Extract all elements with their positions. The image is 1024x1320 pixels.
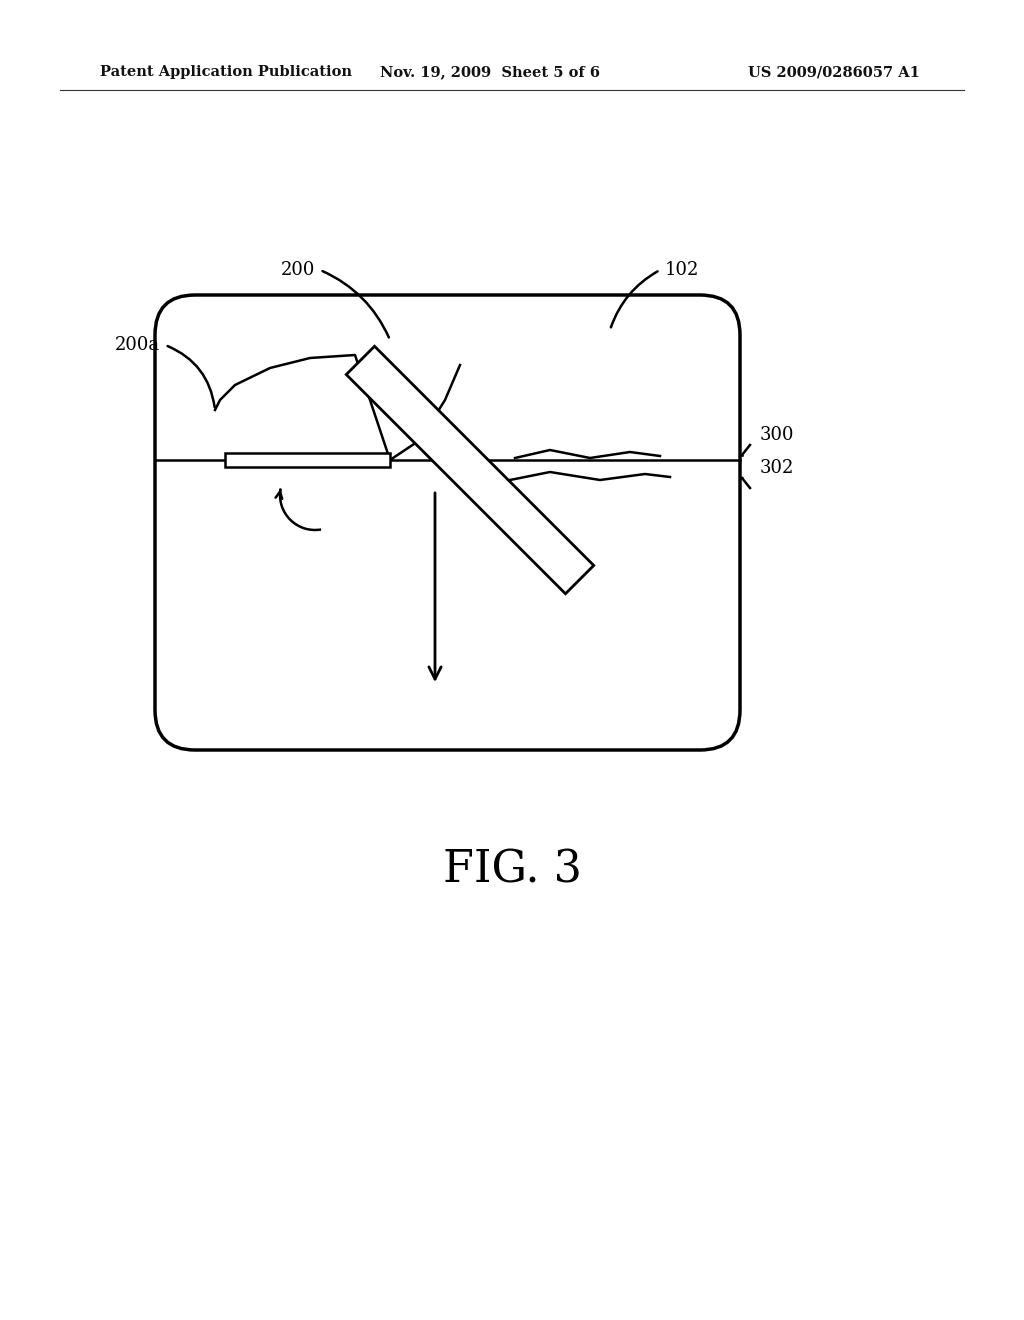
Text: 200: 200 [281,261,315,279]
Text: FIG. 3: FIG. 3 [442,849,582,891]
Text: US 2009/0286057 A1: US 2009/0286057 A1 [749,65,920,79]
Text: Nov. 19, 2009  Sheet 5 of 6: Nov. 19, 2009 Sheet 5 of 6 [380,65,600,79]
Polygon shape [346,346,594,594]
Text: 302: 302 [760,459,795,477]
Text: Patent Application Publication: Patent Application Publication [100,65,352,79]
Text: 200a: 200a [115,337,160,354]
Text: 300: 300 [760,426,795,444]
Text: 102: 102 [665,261,699,279]
Bar [225,453,390,467]
